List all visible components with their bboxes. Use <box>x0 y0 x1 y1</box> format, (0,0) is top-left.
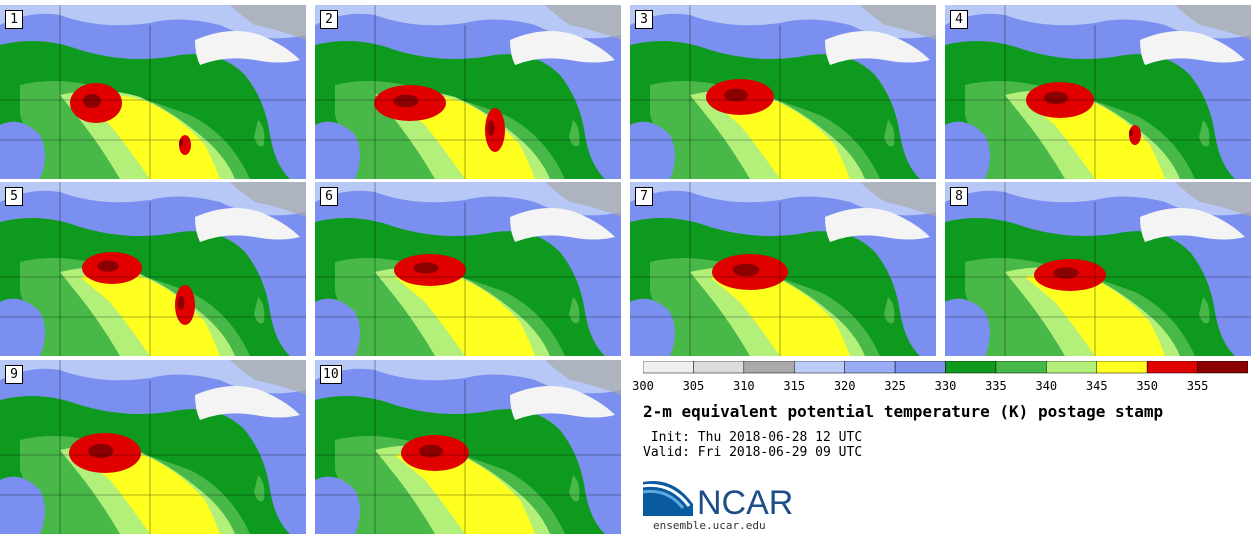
panel-member-4: 4 <box>945 5 1251 179</box>
colorbar-tick-label: 335 <box>985 379 1007 393</box>
colorbar <box>643 361 1248 374</box>
colorbar-tick-label: 325 <box>884 379 906 393</box>
colorbar-tick-label: 340 <box>1035 379 1058 393</box>
panel-label: 2 <box>320 10 338 29</box>
colorbar-tick-label: 355 <box>1186 379 1209 393</box>
panel-member-2: 2 <box>315 5 621 179</box>
colorbar-tick-label: 350 <box>1136 379 1158 393</box>
panel-label: 7 <box>635 187 653 206</box>
ncar-logo: NCAR <box>643 480 793 520</box>
panel-label: 1 <box>5 10 23 29</box>
panel-label: 8 <box>950 187 968 206</box>
init-time: Init: Thu 2018-06-28 12 UTC <box>643 430 863 445</box>
colorbar-swatch-10 <box>1146 361 1198 374</box>
colorbar-tick-label: 315 <box>783 379 806 393</box>
colorbar-swatch-4 <box>844 361 896 374</box>
colorbar-swatch-9 <box>1096 361 1148 374</box>
colorbar-tick-label: 310 <box>732 379 755 393</box>
map-field <box>630 182 936 356</box>
map-field <box>315 5 621 179</box>
valid-time: Valid: Fri 2018-06-29 09 UTC <box>643 445 863 460</box>
panel-label: 6 <box>320 187 338 206</box>
colorbar-tick-label: 345 <box>1085 379 1108 393</box>
panel-member-6: 6 <box>315 182 621 356</box>
colorbar-swatch-2 <box>743 361 795 374</box>
colorbar-tick-label: 330 <box>934 379 957 393</box>
panel-member-5: 5 <box>0 182 306 356</box>
panel-member-7: 7 <box>630 182 936 356</box>
panel-member-10: 10 <box>315 360 621 534</box>
colorbar-tick-label: 305 <box>682 379 705 393</box>
panel-member-3: 3 <box>630 5 936 179</box>
colorbar-tick-label: 300 <box>632 379 654 393</box>
colorbar-swatch-1 <box>693 361 745 374</box>
colorbar-tick-label: 320 <box>833 379 856 393</box>
map-field <box>315 182 621 356</box>
map-field <box>630 5 936 179</box>
map-field <box>0 182 306 356</box>
site-url: ensemble.ucar.edu <box>653 519 766 532</box>
map-field <box>945 5 1251 179</box>
panel-label: 9 <box>5 365 23 384</box>
colorbar-swatch-8 <box>1046 361 1098 374</box>
panel-label: 5 <box>5 187 23 206</box>
colorbar-swatch-5 <box>894 361 946 374</box>
panel-label: 3 <box>635 10 653 29</box>
colorbar-swatch-7 <box>995 361 1047 374</box>
panel-member-1: 1 <box>0 5 306 179</box>
panel-member-9: 9 <box>0 360 306 534</box>
panel-label: 4 <box>950 10 968 29</box>
map-field <box>945 182 1251 356</box>
colorbar-swatch-3 <box>794 361 845 374</box>
colorbar-swatch-0 <box>643 361 694 374</box>
plot-title: 2-m equivalent potential temperature (K)… <box>643 402 1164 421</box>
map-field <box>0 5 306 179</box>
colorbar-swatch-6 <box>945 361 997 374</box>
logo-text: NCAR <box>697 484 793 520</box>
panel-label: 10 <box>320 365 342 384</box>
map-field <box>315 360 621 534</box>
colorbar-swatch-11 <box>1197 361 1248 374</box>
panel-member-8: 8 <box>945 182 1251 356</box>
map-field <box>0 360 306 534</box>
